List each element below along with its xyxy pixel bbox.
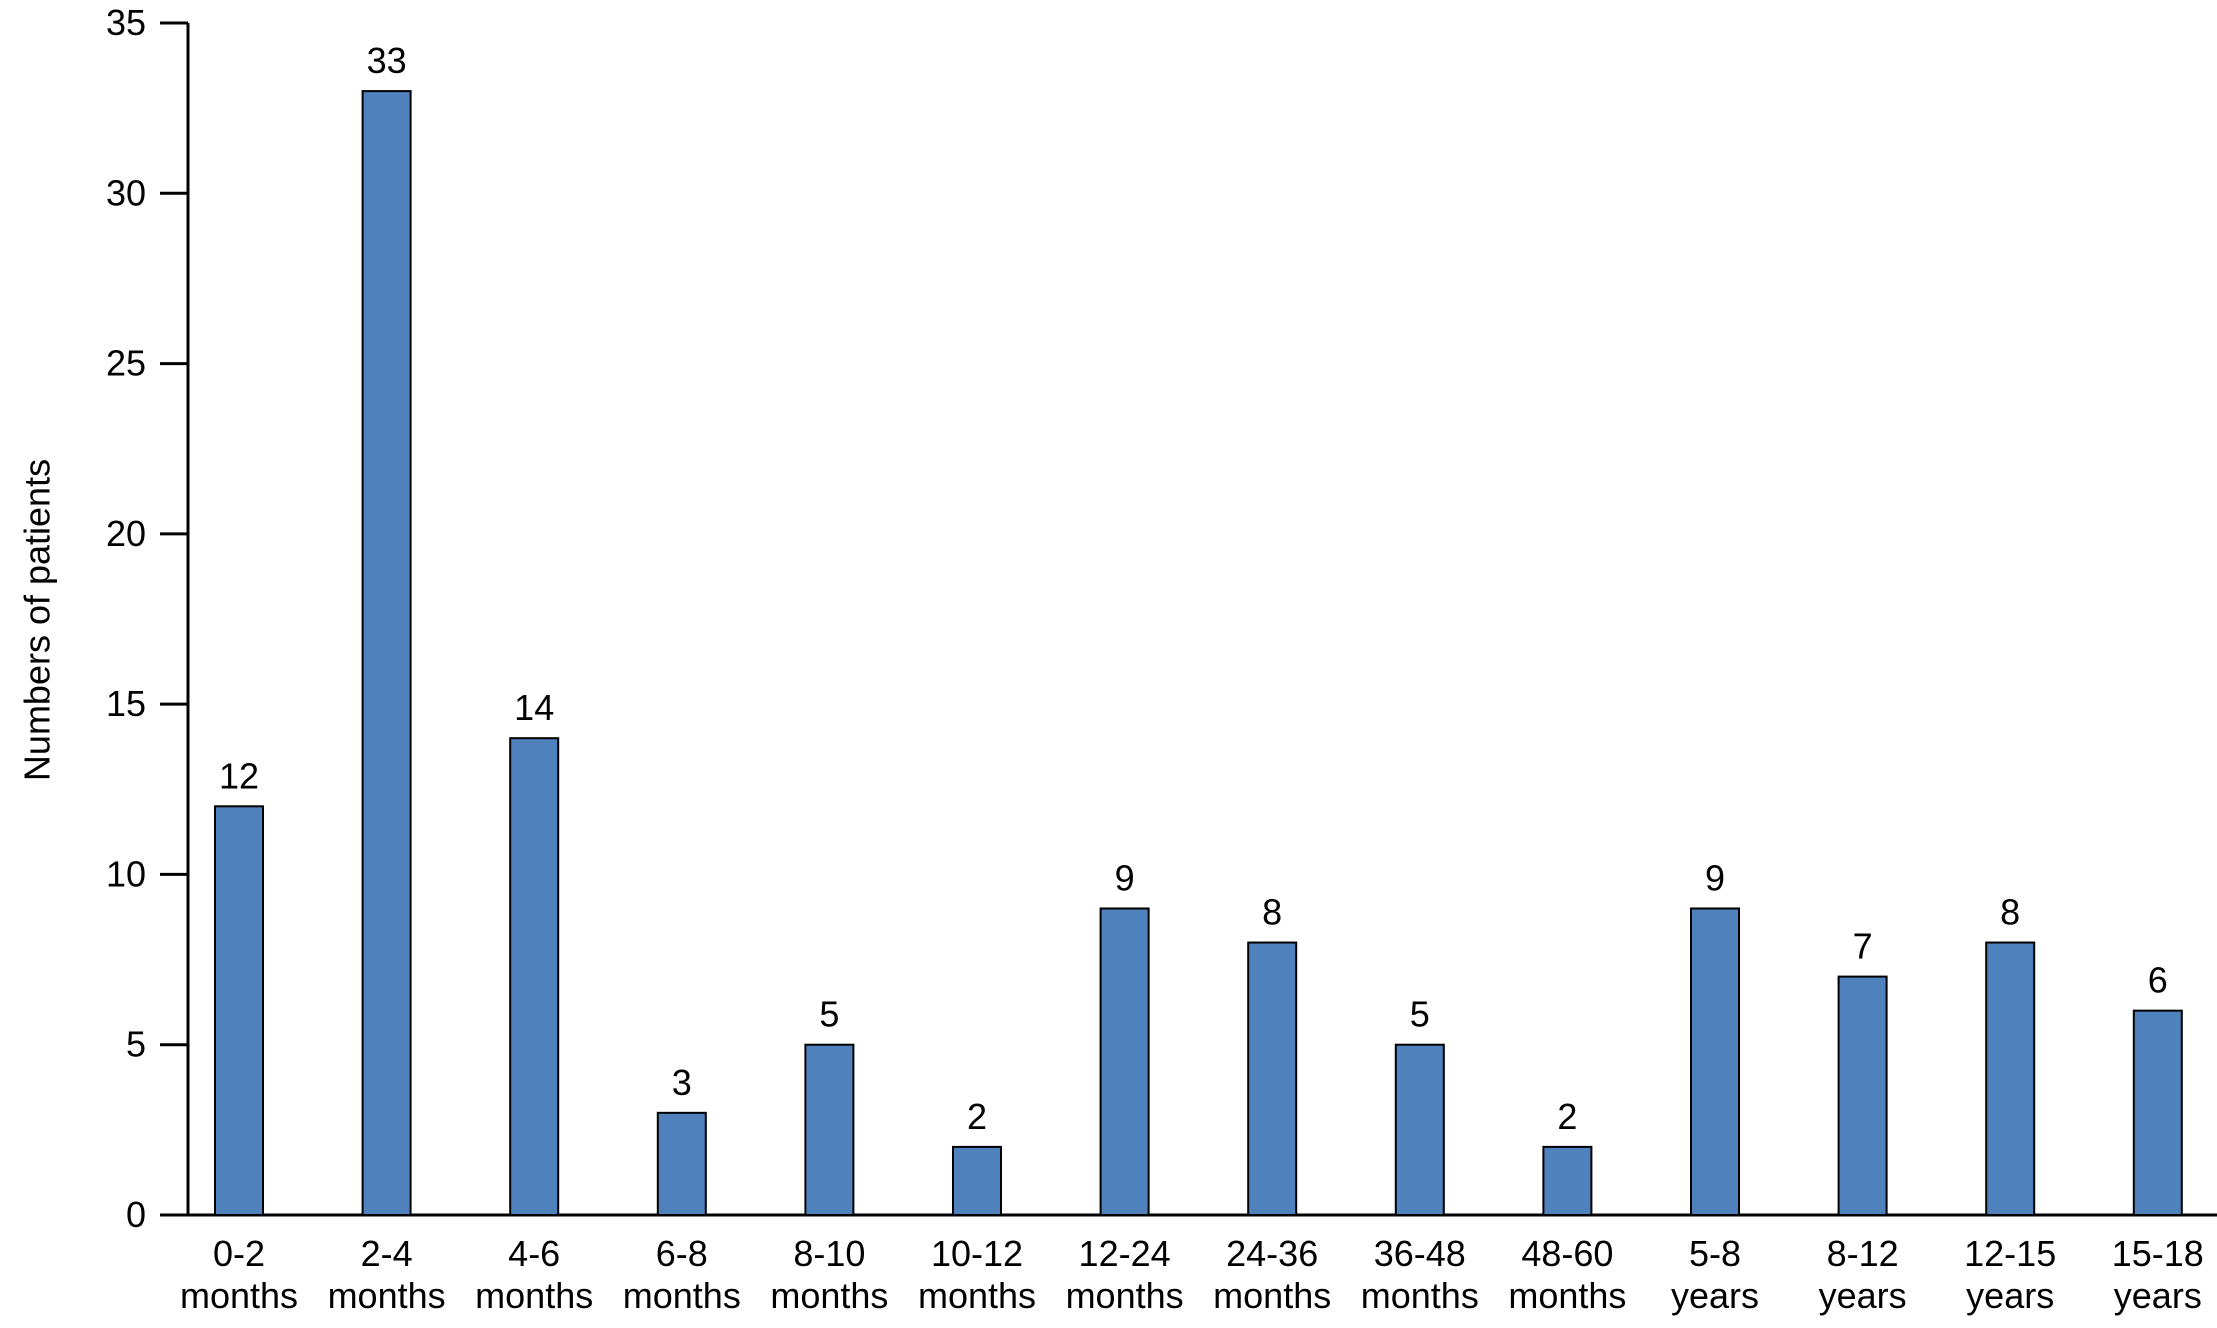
bar xyxy=(1394,1043,1445,1216)
y-tick-label: 20 xyxy=(106,513,146,554)
bar xyxy=(1837,975,1888,1216)
bar xyxy=(1247,941,1298,1216)
data-label: 5 xyxy=(1410,994,1430,1035)
bar xyxy=(952,1145,1002,1217)
bar xyxy=(361,90,412,1217)
data-label: 14 xyxy=(514,687,554,728)
data-label: 2 xyxy=(1557,1096,1577,1137)
bar xyxy=(1542,1145,1593,1217)
y-tick-label: 10 xyxy=(106,853,146,894)
x-tick-label: 8-12 years xyxy=(1818,1233,1907,1316)
data-label: 8 xyxy=(1262,892,1282,933)
data-label: 8 xyxy=(2000,892,2020,933)
x-tick-label: 5-8 years xyxy=(1670,1233,1760,1316)
data-label: 9 xyxy=(1115,857,1135,898)
data-label: 6 xyxy=(2148,960,2168,1001)
x-tick-label: 4-6 months xyxy=(475,1233,594,1316)
y-tick-label: 0 xyxy=(126,1194,146,1235)
data-label: 5 xyxy=(819,994,839,1035)
y-axis-title: Numbers of patients xyxy=(17,459,58,781)
x-tick-label: 24-36 months xyxy=(1213,1233,1332,1316)
x-tick-label: 10-12 months xyxy=(917,1233,1037,1316)
bar xyxy=(2132,1009,2183,1217)
data-label: 3 xyxy=(672,1062,692,1103)
x-tick-label: 6-8 months xyxy=(622,1233,741,1316)
bar xyxy=(1985,941,2036,1216)
data-label: 2 xyxy=(967,1096,987,1137)
bar xyxy=(1690,907,1740,1216)
y-tick-label: 15 xyxy=(106,683,146,724)
bar xyxy=(214,805,264,1216)
data-label: 9 xyxy=(1705,857,1725,898)
y-tick-label: 25 xyxy=(106,343,146,384)
x-tick-label: 12-15 years xyxy=(1964,1233,2057,1316)
bar xyxy=(1099,907,1150,1216)
y-tick-label: 35 xyxy=(106,2,146,43)
bar xyxy=(509,737,560,1216)
bar xyxy=(804,1043,855,1216)
bar xyxy=(656,1111,707,1217)
x-tick-label: 15-18 years xyxy=(2111,1233,2204,1316)
data-label: 12 xyxy=(219,755,259,796)
x-tick-label: 12-24 months xyxy=(1065,1233,1184,1316)
x-tick-label: 0-2 months xyxy=(179,1233,299,1316)
x-tick-label: 36-48 months xyxy=(1360,1233,1479,1316)
data-label: 7 xyxy=(1853,926,1873,967)
x-tick-label: 2-4 months xyxy=(327,1233,446,1316)
y-tick-label: 30 xyxy=(106,172,146,213)
y-tick-label: 5 xyxy=(126,1024,146,1065)
data-label: 33 xyxy=(367,40,407,81)
x-tick-label: 8-10 months xyxy=(770,1233,889,1316)
x-tick-label: 48-60 months xyxy=(1508,1233,1627,1316)
